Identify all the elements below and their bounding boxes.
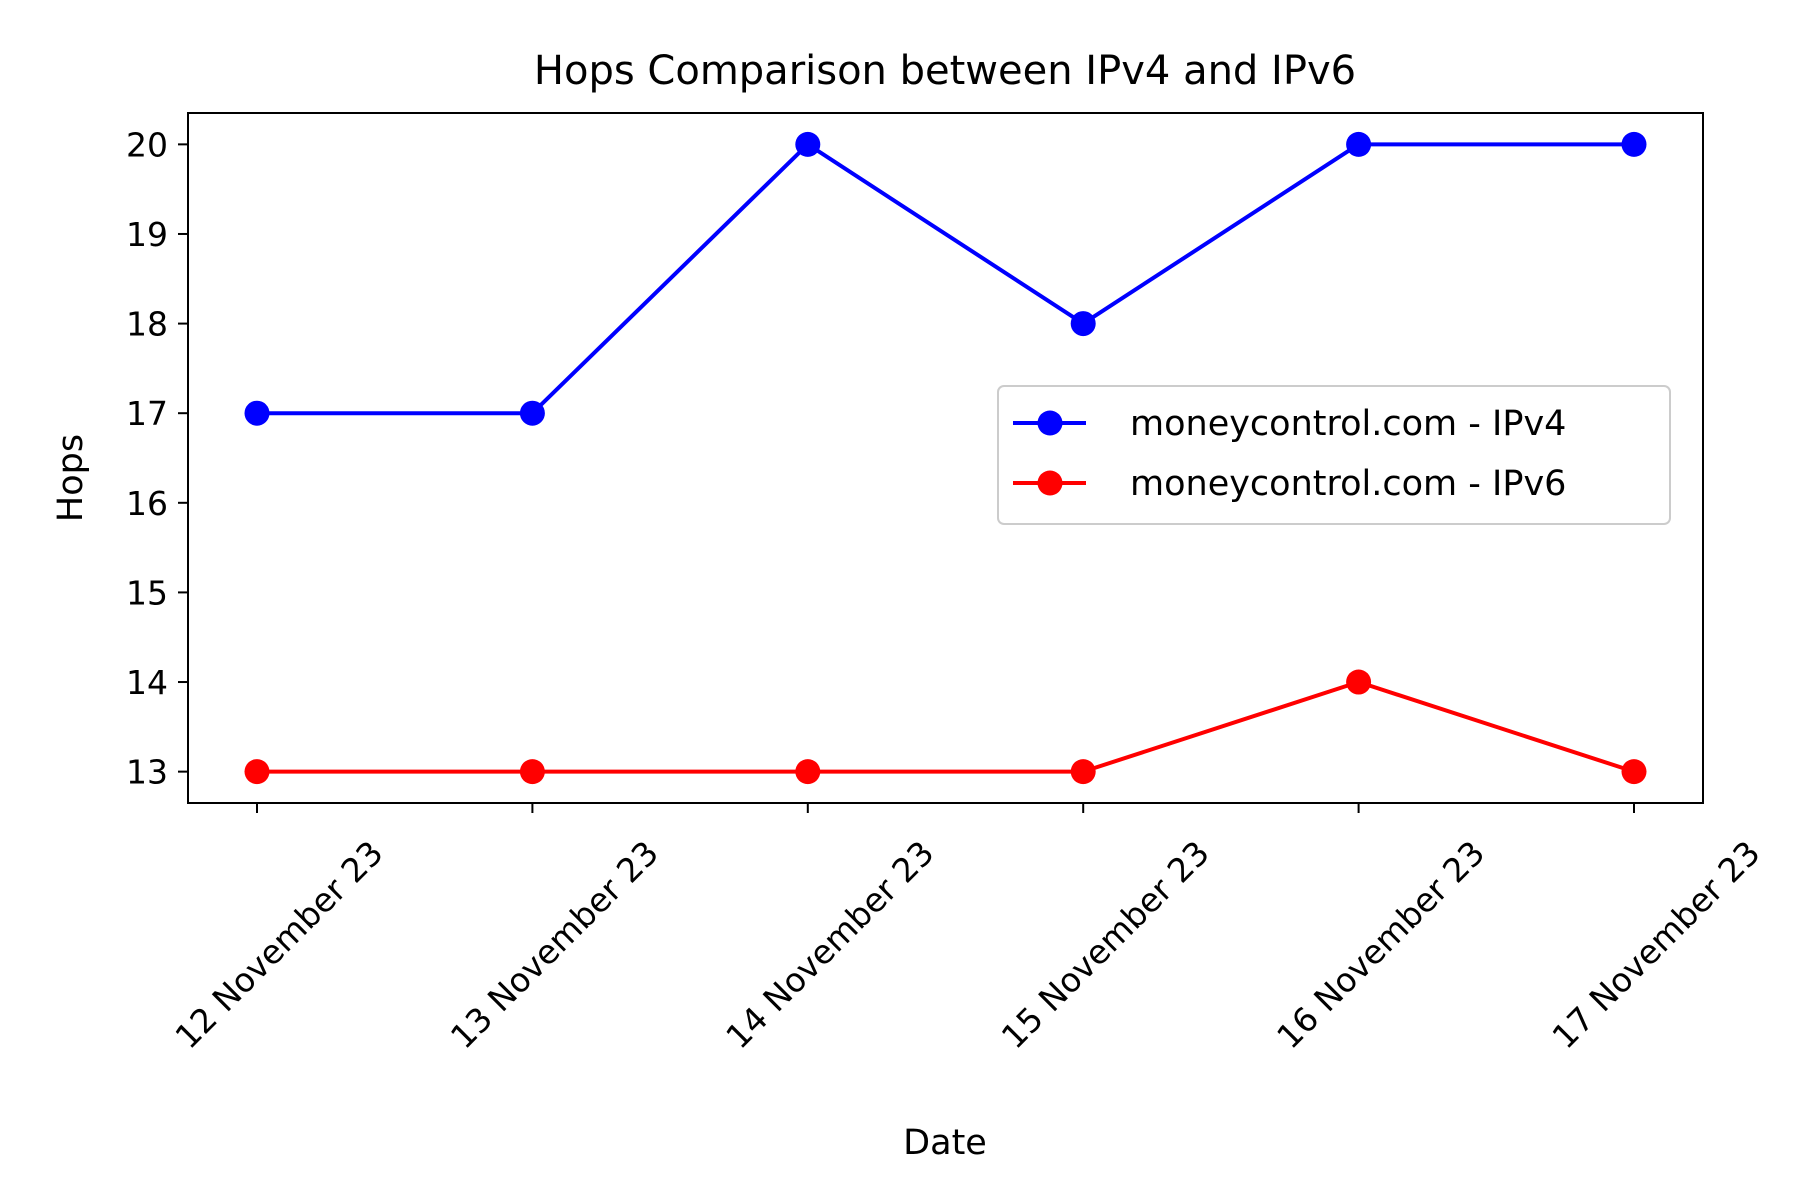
data-point (1346, 131, 1372, 157)
series-1 (244, 131, 1647, 426)
data-point (1070, 759, 1096, 785)
data-point (1621, 759, 1647, 785)
y-tick-label: 19 (126, 215, 168, 254)
data-point (795, 131, 821, 157)
y-tick-label: 20 (126, 125, 168, 164)
data-point (244, 400, 270, 426)
plot-frame (187, 112, 1704, 804)
legend-swatch-marker (1037, 410, 1063, 436)
data-point (1621, 131, 1647, 157)
series-line (257, 142, 1634, 416)
x-tick-label: 14 November 23 (718, 833, 941, 1056)
legend: moneycontrol.com - IPv4 moneycontrol.com … (997, 385, 1671, 525)
data-point (244, 759, 270, 785)
legend-label: moneycontrol.com - IPv4 (1130, 404, 1566, 444)
y-tick-label: 13 (126, 753, 168, 792)
x-axis-label: Date (903, 1123, 987, 1163)
y-tick-label: 15 (126, 573, 168, 612)
x-tick-label: 15 November 23 (994, 833, 1217, 1056)
data-point (1346, 669, 1372, 695)
y-tick-label: 18 (126, 305, 168, 344)
y-tick-label: 14 (126, 663, 168, 702)
series-2 (244, 669, 1647, 785)
x-tick-label: 12 November 23 (167, 833, 390, 1056)
y-tick-label: 17 (126, 394, 168, 433)
data-point (1070, 311, 1096, 337)
series-line (257, 680, 1635, 774)
plot-area: 13 14 15 16 17 18 19 20 12 November 23 13 Novembe… (126, 112, 1768, 1056)
x-tick-label: 17 November 23 (1544, 833, 1767, 1056)
legend-label: moneycontrol.com - IPv6 (1130, 464, 1566, 504)
legend-swatch-marker (1037, 470, 1063, 496)
data-point (795, 759, 821, 785)
data-point (519, 400, 545, 426)
y-axis-label: Hops (51, 434, 91, 522)
y-tick-label: 16 (126, 484, 168, 523)
legend-box (997, 385, 1671, 525)
x-tick-label: 16 November 23 (1269, 833, 1492, 1056)
chart-title: Hops Comparison between IPv4 and IPv6 (534, 48, 1356, 94)
data-point (519, 759, 545, 785)
x-tick-label: 13 November 23 (443, 833, 666, 1056)
